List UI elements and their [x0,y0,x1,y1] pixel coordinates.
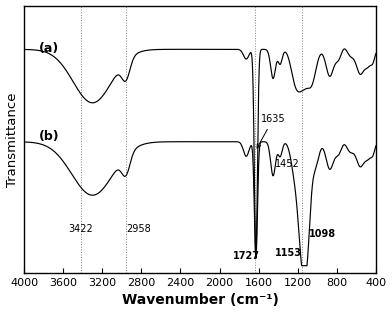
Text: 1635: 1635 [257,114,285,148]
Text: 1153: 1153 [275,249,302,259]
X-axis label: Wavenumber (cm⁻¹): Wavenumber (cm⁻¹) [122,294,278,307]
Text: 1727: 1727 [233,251,260,261]
Text: (a): (a) [39,42,59,55]
Text: 3422: 3422 [68,224,93,234]
Text: 2958: 2958 [126,224,151,234]
Y-axis label: Transmittance: Transmittance [5,92,18,187]
Text: (b): (b) [39,130,60,142]
Text: 1098: 1098 [309,229,337,239]
Text: 1452: 1452 [275,159,300,169]
